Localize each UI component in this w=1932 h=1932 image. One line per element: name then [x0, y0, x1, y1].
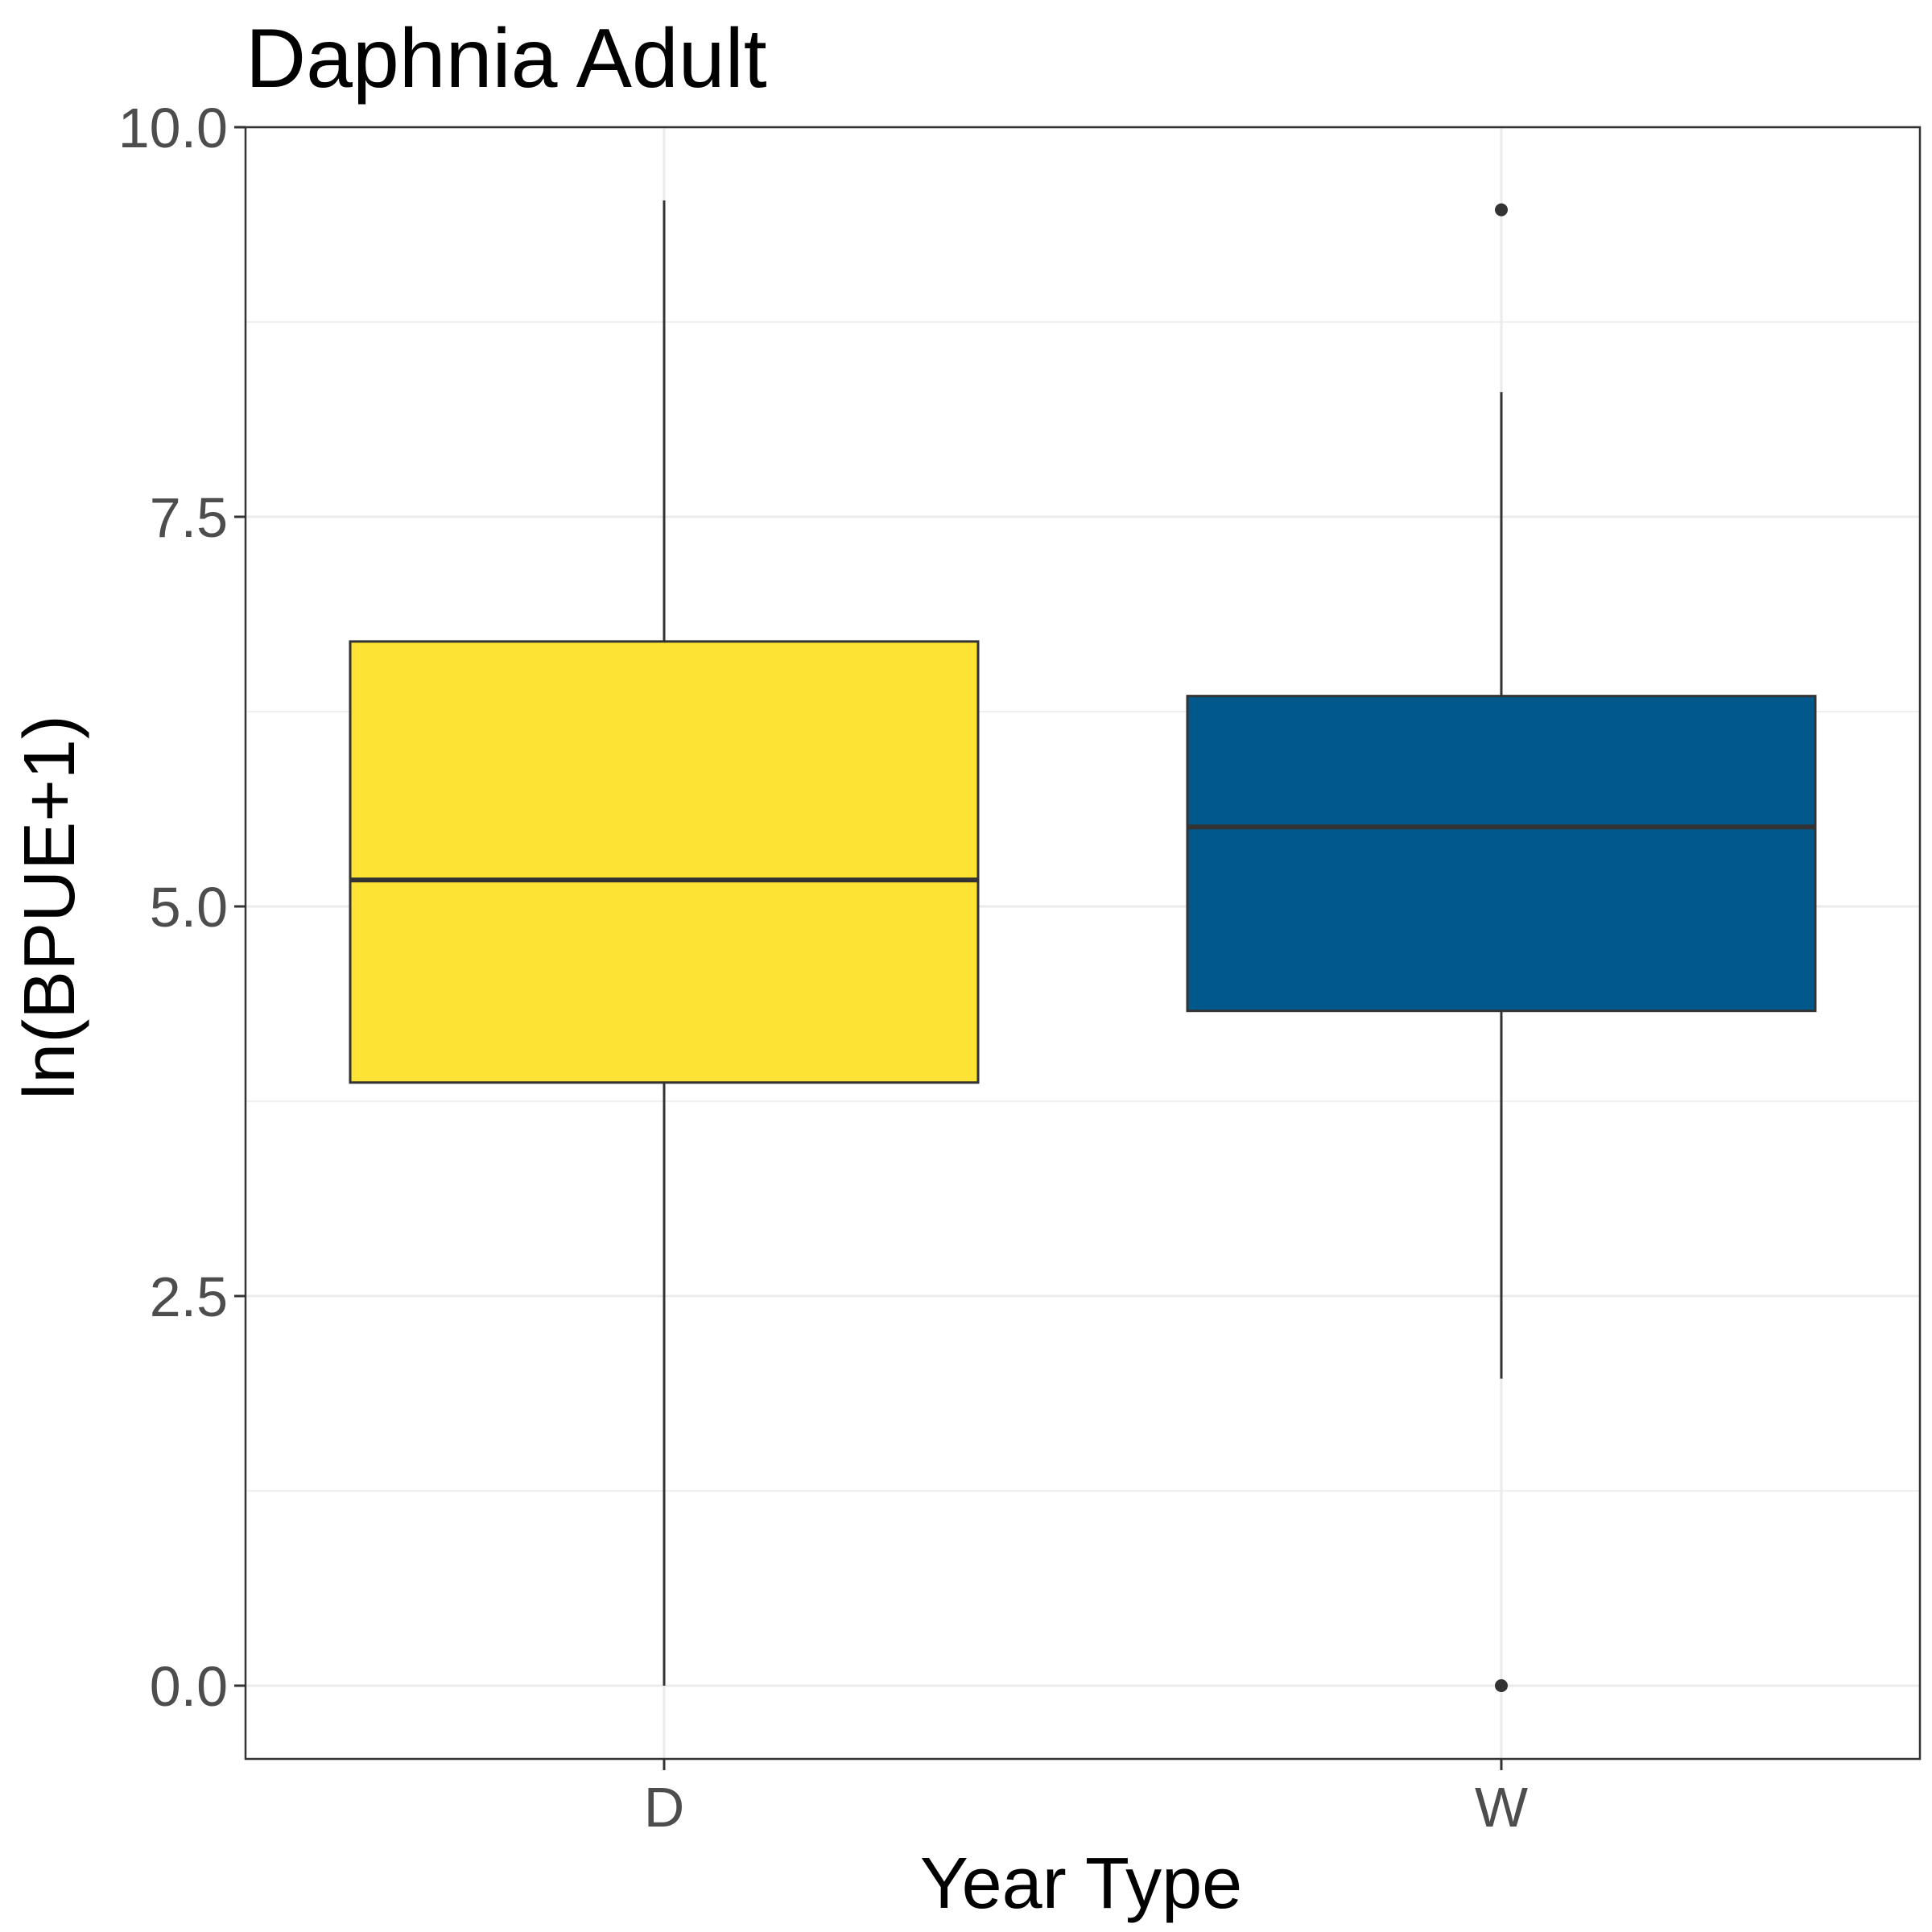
outlier-point: [1495, 203, 1508, 217]
panel-border: [244, 126, 1922, 1761]
x-tick-label: D: [644, 1776, 685, 1839]
box-body: [1186, 695, 1817, 1013]
y-tick-label: 0.0: [150, 1655, 228, 1718]
boxes: [349, 200, 1817, 1693]
y-tick-label: 10.0: [118, 97, 228, 159]
y-tick-label: 7.5: [150, 486, 228, 549]
outlier-point: [1495, 1679, 1508, 1693]
box-D: [349, 200, 980, 1686]
y-tick-label: 2.5: [150, 1265, 228, 1328]
chart-title: Daphnia Adult: [246, 12, 767, 105]
y-tick-label: 5.0: [150, 876, 228, 939]
box-W: [1186, 203, 1817, 1693]
y-axis-title: ln(BPUE+1): [10, 715, 90, 1100]
x-axis-title: Year Type: [920, 1843, 1242, 1924]
axes: 0.0 2.5 5.0 7.5 10.0 D W: [118, 97, 1528, 1839]
box-body: [349, 640, 980, 1084]
x-tick-label: W: [1475, 1776, 1528, 1839]
